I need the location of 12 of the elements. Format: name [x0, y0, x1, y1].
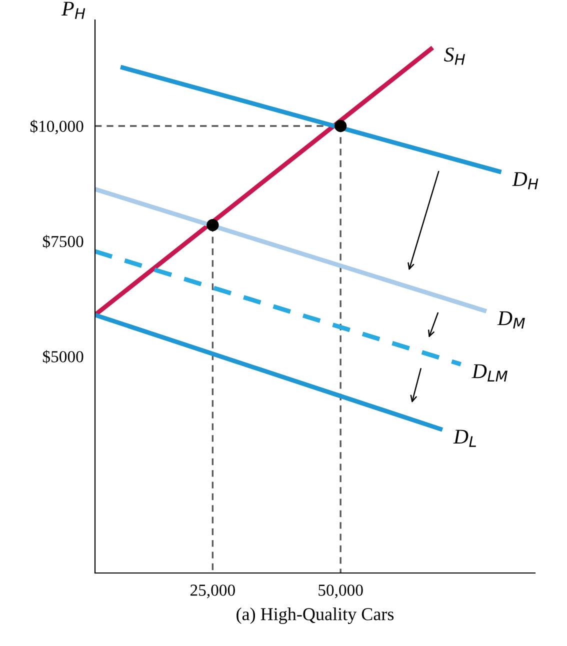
x-axis-title: (a) High-Quality Cars — [236, 608, 394, 624]
series-label: D$_{H}$ — [512, 172, 538, 190]
series-label: D$_{L}$ — [453, 430, 476, 447]
series-label: D$_{M}$ — [497, 311, 525, 328]
x-tick-label: 50,000 — [318, 584, 363, 598]
y-tick-label: $10,000 — [30, 120, 84, 134]
y-tick-label: $7500 — [42, 234, 84, 248]
y-tick-label: $5000 — [42, 350, 84, 364]
series-label: S$_{H}$ — [444, 48, 465, 65]
x-tick-label: 25,000 — [190, 584, 235, 598]
y-axis-title: P$_{H}$ — [62, 2, 86, 19]
series-label: D$_{LM}$ — [472, 364, 508, 382]
